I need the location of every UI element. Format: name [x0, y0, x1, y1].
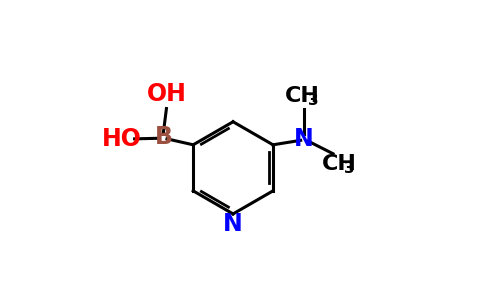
Text: N: N	[294, 127, 314, 151]
Text: 3: 3	[308, 93, 319, 108]
Text: OH: OH	[147, 82, 186, 106]
Text: CH: CH	[285, 86, 320, 106]
Text: N: N	[223, 212, 243, 236]
Text: CH: CH	[321, 154, 356, 174]
Text: B: B	[154, 125, 172, 149]
Text: HO: HO	[102, 127, 142, 151]
Text: 3: 3	[344, 161, 355, 176]
